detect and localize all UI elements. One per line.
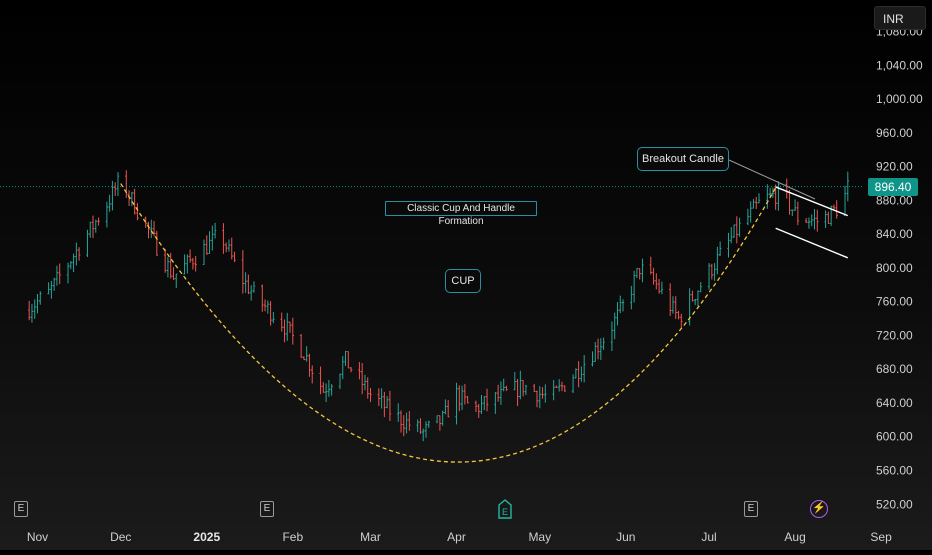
- x-tick-label: Feb: [282, 530, 303, 544]
- earnings-event-icon[interactable]: E: [260, 501, 274, 517]
- y-tick-label: 840.00: [876, 227, 913, 241]
- x-tick-label: Aug: [784, 530, 805, 544]
- earnings-event-icon[interactable]: E: [14, 501, 28, 517]
- candles-group: [27, 170, 849, 442]
- current-price-badge: 896.40: [868, 178, 918, 196]
- currency-selector[interactable]: INR: [874, 6, 926, 30]
- x-tick-label: Mar: [360, 530, 381, 544]
- y-tick-label: 760.00: [876, 295, 913, 309]
- y-tick-label: 1,000.00: [876, 92, 923, 106]
- y-tick-label: 800.00: [876, 261, 913, 275]
- x-axis[interactable]: Nov Dec 2025 Feb Mar Apr May Jun Jul Aug Sep: [27, 530, 892, 544]
- pattern-title-label[interactable]: Classic Cup And Handle Formation: [385, 201, 537, 227]
- y-tick-label: 960.00: [876, 126, 913, 140]
- handle-channel-lower: [775, 227, 849, 259]
- x-tick-label: Dec: [110, 530, 131, 544]
- y-tick-label: 640.00: [876, 396, 913, 410]
- handle-channel-upper: [775, 186, 849, 217]
- overlays-group: [0, 159, 863, 463]
- x-tick-label: Sep: [870, 530, 892, 544]
- x-tick-label: 2025: [193, 530, 220, 544]
- breakout-connector: [728, 159, 816, 200]
- y-axis[interactable]: 1,080.001,040.001,000.00960.00920.00880.…: [876, 25, 923, 512]
- svg-text:E: E: [502, 507, 508, 517]
- y-tick-label: 1,040.00: [876, 58, 923, 72]
- y-tick-label: 920.00: [876, 160, 913, 174]
- y-tick-label: 520.00: [876, 497, 913, 511]
- x-tick-label: Jul: [701, 530, 716, 544]
- breakout-candle-label[interactable]: Breakout Candle: [637, 147, 729, 171]
- x-tick-label: Apr: [447, 530, 466, 544]
- cup-curve: [120, 183, 777, 463]
- dividend-event-icon[interactable]: E: [497, 499, 513, 519]
- y-tick-label: 600.00: [876, 430, 913, 444]
- x-tick-label: Nov: [27, 530, 48, 544]
- earnings-event-icon[interactable]: E: [744, 501, 758, 517]
- cup-label[interactable]: CUP: [445, 269, 481, 293]
- y-tick-label: 680.00: [876, 362, 913, 376]
- y-tick-label: 560.00: [876, 464, 913, 478]
- x-tick-label: Jun: [616, 530, 635, 544]
- y-tick-label: 720.00: [876, 328, 913, 342]
- y-tick-label: 880.00: [876, 193, 913, 207]
- bolt-icon[interactable]: ⚡: [810, 500, 828, 518]
- x-tick-label: May: [528, 530, 551, 544]
